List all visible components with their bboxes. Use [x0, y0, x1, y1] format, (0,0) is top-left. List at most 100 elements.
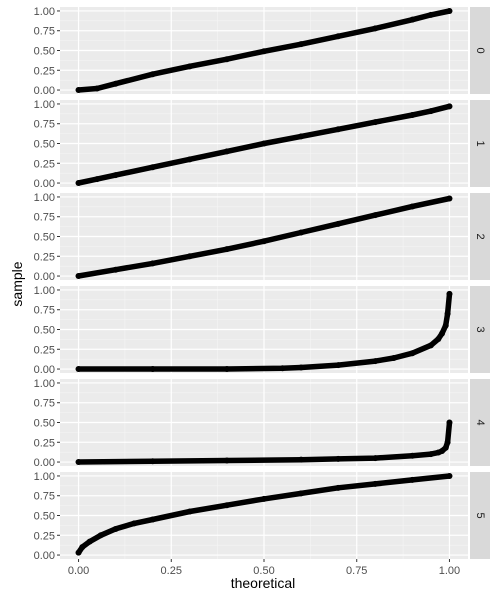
qq-point	[409, 476, 416, 483]
y-tick-label: 1.00	[34, 285, 55, 297]
qq-point	[427, 11, 434, 18]
qq-point	[223, 148, 230, 155]
qq-point	[149, 516, 156, 523]
qq-point	[335, 484, 342, 491]
qq-point	[390, 354, 397, 361]
x-axis: 0.00 0.25 0.50 0.75 1.00	[68, 559, 460, 577]
y-tick-label: 0.25	[34, 530, 55, 542]
facet-strip	[470, 7, 490, 94]
y-tick-label: 1.00	[34, 99, 55, 111]
qq-point	[223, 457, 230, 464]
facet-strip	[470, 193, 490, 280]
qq-point	[372, 480, 379, 487]
qq-point	[97, 532, 104, 539]
qq-point	[75, 459, 82, 466]
y-tick-label: 1.00	[34, 192, 55, 204]
qq-point	[112, 266, 119, 273]
y-tick-label: 0.25	[34, 344, 55, 356]
qq-point	[75, 180, 82, 187]
qq-point	[298, 364, 305, 371]
x-tick-label: 0.75	[346, 565, 367, 577]
qq-point	[335, 33, 342, 40]
y-tick-label: 0.75	[34, 491, 55, 503]
qq-point	[186, 156, 193, 163]
y-axis-title: sample	[9, 261, 25, 306]
qq-point	[186, 63, 193, 70]
qq-point	[149, 458, 156, 465]
facet-panels: 0.00 0.25 0.50 0.75 1.00 0 0.00 0.25 0.50 0.75 1.0…	[34, 6, 490, 562]
qq-point	[261, 238, 267, 245]
y-tick-label: 0.75	[34, 26, 55, 38]
qq-point	[149, 71, 156, 78]
y-tick-label: 0.25	[34, 437, 55, 449]
qq-point	[409, 350, 416, 357]
qq-point	[131, 520, 138, 527]
qq-point	[298, 133, 305, 140]
facet-strip	[470, 379, 490, 466]
qq-point	[409, 16, 416, 23]
facet-strip-label: 5	[474, 512, 486, 518]
qq-point	[446, 7, 453, 14]
facet-strip	[470, 472, 490, 559]
qq-point	[372, 212, 379, 219]
y-tick-label: 0.00	[34, 457, 55, 469]
y-tick-label: 0.50	[34, 46, 55, 58]
qq-point	[223, 56, 230, 63]
qq-point	[94, 85, 101, 92]
facet-strip-label: 3	[474, 326, 486, 332]
qq-point	[372, 119, 379, 126]
qq-point	[298, 41, 305, 48]
qq-point	[439, 330, 446, 337]
qq-point	[444, 310, 451, 317]
qq-point	[86, 538, 93, 545]
qq-point	[427, 342, 434, 349]
y-tick-label: 1.00	[34, 471, 55, 483]
qq-point	[112, 525, 119, 532]
qq-point	[223, 366, 230, 373]
y-tick-label: 0.75	[34, 305, 55, 317]
qq-point	[442, 322, 449, 329]
facet-panel-2: 0.00 0.25 0.50 0.75 1.00 2	[34, 192, 490, 283]
facet-strip-label: 4	[474, 419, 486, 425]
facet-panel-4: 0.00 0.25 0.50 0.75 1.00 4	[34, 378, 490, 469]
facet-strip-label: 0	[474, 47, 486, 53]
y-tick-label: 0.50	[34, 232, 55, 244]
qq-point	[372, 358, 379, 365]
qq-point	[112, 172, 119, 179]
qq-point	[446, 419, 453, 426]
facet-strip	[470, 286, 490, 373]
qq-point	[149, 366, 156, 373]
qq-point	[427, 451, 434, 458]
y-tick-label: 0.25	[34, 251, 55, 263]
qq-point	[427, 108, 434, 115]
x-tick-label: 1.00	[439, 565, 460, 577]
y-tick-label: 0.50	[34, 325, 55, 337]
qq-point	[435, 335, 442, 342]
facet-panel-3: 0.00 0.25 0.50 0.75 1.00 3	[34, 285, 490, 376]
qq-point	[335, 455, 342, 462]
x-tick-label: 0.00	[68, 565, 89, 577]
qq-point	[446, 195, 453, 202]
y-tick-label: 0.50	[34, 511, 55, 523]
qq-point	[223, 502, 230, 509]
qq-point	[261, 140, 267, 147]
facet-strip	[470, 100, 490, 187]
qq-point	[298, 456, 305, 463]
qq-point	[75, 273, 82, 280]
qq-point	[112, 80, 119, 87]
y-tick-label: 0.00	[34, 364, 55, 376]
qq-point	[372, 25, 379, 32]
qq-point	[335, 126, 342, 133]
qq-point	[75, 366, 82, 373]
qq-point	[409, 203, 416, 210]
y-tick-label: 0.50	[34, 139, 55, 151]
y-tick-label: 0.50	[34, 418, 55, 430]
qq-point	[149, 260, 156, 267]
qq-point	[442, 444, 449, 451]
qq-point	[279, 365, 286, 372]
qq-point	[79, 544, 86, 551]
qq-point	[446, 472, 453, 479]
qq-point	[186, 508, 193, 515]
facet-panel-5: 0.00 0.25 0.50 0.75 1.00 5	[34, 471, 490, 562]
